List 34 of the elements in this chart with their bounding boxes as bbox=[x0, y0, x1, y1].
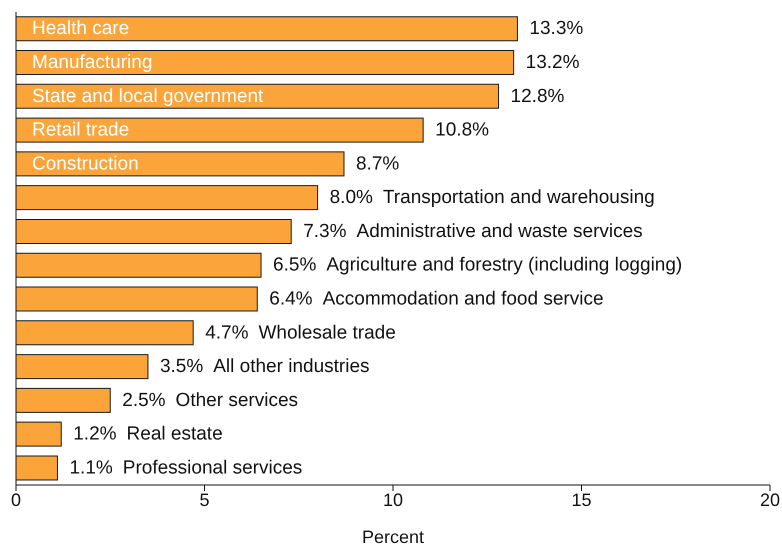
x-tick-label: 20 bbox=[760, 490, 780, 510]
y-tick-label: Wholesale trade bbox=[258, 322, 396, 344]
y-tick-label: Agriculture and forestry (including logging) bbox=[326, 254, 682, 276]
data-label: 10.8% bbox=[435, 120, 490, 141]
data-label: 13.2% bbox=[526, 52, 580, 74]
data-label: 6.5% bbox=[273, 254, 316, 276]
y-tick-label: Construction bbox=[32, 153, 139, 174]
y-tick-label: Administrative and waste services bbox=[356, 220, 643, 242]
data-label: 6.4% bbox=[269, 288, 313, 310]
y-tick-label: Other services bbox=[176, 390, 298, 411]
data-label: 13.3% bbox=[529, 18, 584, 40]
y-tick-label: Real estate bbox=[126, 424, 223, 445]
x-tick-label: 0 bbox=[10, 490, 22, 510]
data-label: 1.1% bbox=[69, 457, 113, 478]
y-tick-label: Professional services bbox=[122, 457, 302, 478]
x-tick-label: 5 bbox=[199, 490, 210, 510]
data-label: 12.8% bbox=[510, 86, 565, 107]
data-label: 1.2% bbox=[73, 424, 117, 445]
data-label: 7.3% bbox=[303, 220, 347, 242]
y-tick-label: Retail trade bbox=[32, 120, 130, 141]
y-tick-label: Health care bbox=[32, 18, 130, 40]
y-tick-label: Accommodation and food service bbox=[322, 288, 604, 310]
x-axis-title: Percent bbox=[362, 527, 424, 547]
y-tick-label: Transportation and warehousing bbox=[382, 187, 655, 208]
data-label: 8.7% bbox=[356, 153, 400, 174]
data-label: 2.5% bbox=[122, 390, 166, 411]
data-label: 8.0% bbox=[330, 187, 374, 208]
x-tick-label: 10 bbox=[382, 490, 404, 510]
x-tick-label: 15 bbox=[571, 490, 592, 510]
y-tick-label: Manufacturing bbox=[32, 52, 152, 74]
data-label: 3.5% bbox=[160, 356, 204, 378]
y-tick-label: All other industries bbox=[213, 356, 370, 378]
data-label: 4.7% bbox=[205, 322, 249, 344]
y-tick-label: State and local government bbox=[32, 86, 264, 107]
